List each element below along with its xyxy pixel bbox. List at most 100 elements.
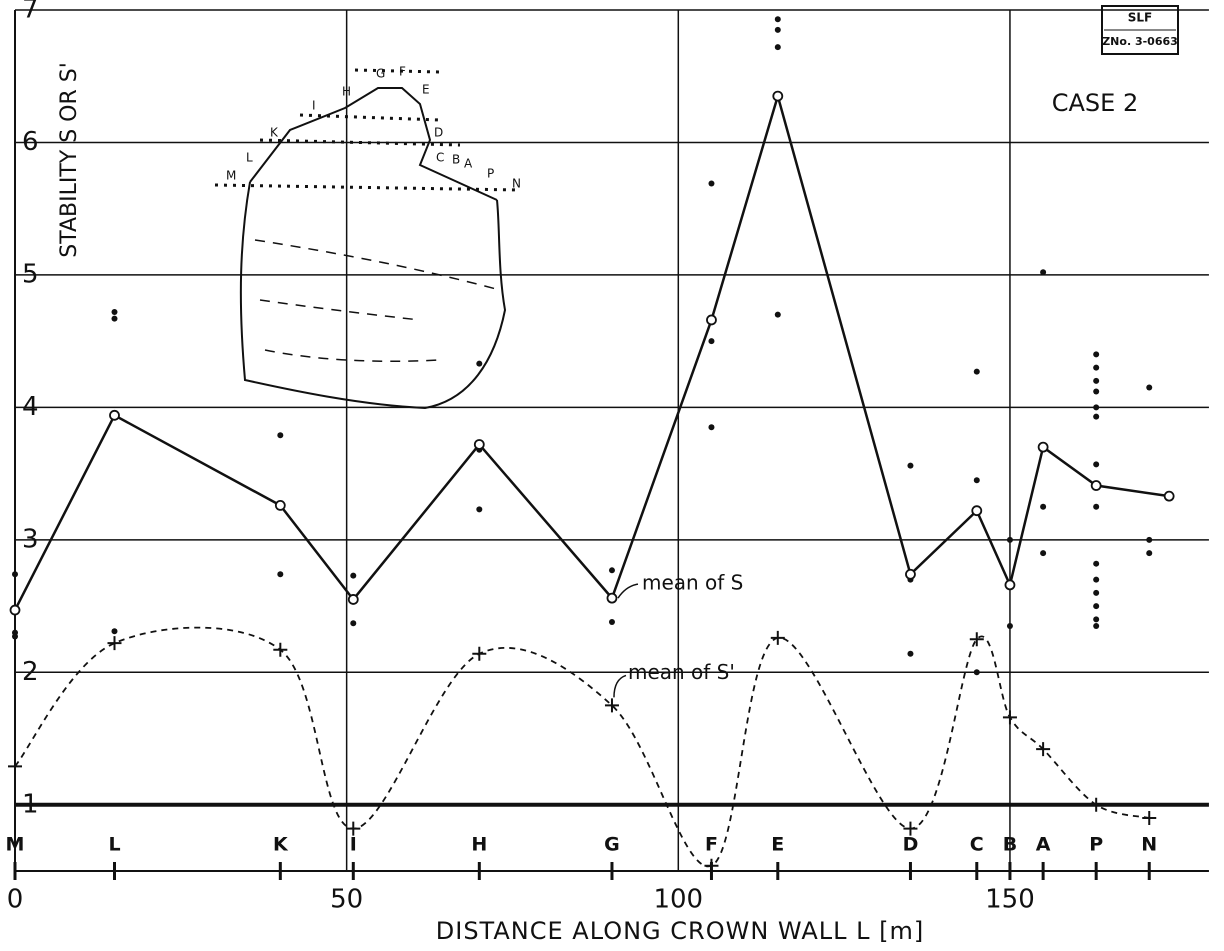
mean-s-prime-marker — [1002, 710, 1017, 725]
data-point — [1093, 364, 1100, 371]
data-point — [1093, 388, 1100, 395]
data-point — [1040, 550, 1047, 557]
data-point — [1040, 269, 1047, 276]
data-point — [111, 315, 118, 322]
mean-s-prime-marker — [273, 642, 288, 657]
data-point — [1093, 622, 1100, 629]
data-point — [973, 477, 980, 484]
stamp-text: SLF — [1128, 11, 1153, 25]
data-point — [708, 424, 715, 431]
mean-s-marker — [1037, 441, 1049, 453]
y-tick-label: 4 — [22, 392, 39, 422]
case-label: CASE 2 — [1052, 89, 1138, 117]
inset-label: M — [226, 169, 236, 183]
data-point — [774, 16, 781, 23]
mean-s-prime-marker — [107, 636, 122, 651]
data-point — [774, 44, 781, 51]
sketch-debris — [254, 239, 501, 362]
data-point — [476, 360, 483, 367]
data-point — [608, 618, 615, 625]
mean-s-marker — [1163, 490, 1175, 502]
mean-s-marker — [473, 439, 485, 450]
mean-s-marker — [971, 505, 983, 517]
inset-label: K — [270, 126, 279, 140]
x-tick-label: 150 — [985, 885, 1035, 915]
mean-s-marker — [772, 90, 784, 102]
mean-s-marker — [1090, 480, 1102, 491]
station-label: K — [273, 834, 289, 856]
mean-s-marker — [606, 592, 618, 604]
mean-s-prime-marker — [770, 630, 785, 645]
annotation-leader — [613, 674, 627, 698]
sketch-layers — [214, 68, 521, 192]
data-point — [1093, 413, 1100, 420]
data-point — [350, 572, 357, 579]
data-point — [907, 650, 914, 657]
y-tick-label: 3 — [22, 524, 39, 554]
data-point — [111, 628, 118, 635]
data-point — [1093, 589, 1100, 596]
inset-label: E — [422, 83, 430, 97]
station-label: F — [705, 834, 718, 856]
data-point — [476, 506, 483, 513]
mean-s-marker — [905, 568, 916, 580]
station-label: D — [903, 834, 919, 856]
annotation-leader — [617, 583, 639, 599]
inset-label: A — [464, 157, 473, 171]
mean-s-marker — [706, 314, 717, 326]
mean-s-prime-marker — [903, 821, 918, 836]
data-point — [1093, 404, 1100, 411]
station-label: C — [970, 834, 984, 856]
inset-label: P — [487, 167, 494, 181]
data-point — [774, 311, 781, 318]
mean-s-prime-marker — [969, 632, 984, 647]
station-label: N — [1141, 834, 1157, 856]
mean-s-marker — [9, 604, 21, 616]
y-tick-label: 1 — [22, 789, 39, 819]
station-label: B — [1003, 834, 1017, 856]
data-point — [1146, 384, 1153, 391]
mean-s-marker — [1004, 579, 1016, 591]
sketch-outline — [239, 181, 507, 410]
data-point — [708, 338, 715, 345]
mean-s-prime-marker — [8, 759, 22, 774]
data-point — [277, 571, 284, 578]
mean-s-prime-marker — [1142, 811, 1157, 826]
y-tick-label: 6 — [22, 127, 39, 157]
station-label: L — [108, 834, 120, 856]
data-point — [1006, 536, 1013, 543]
mean-s-prime-marker — [1036, 742, 1051, 757]
data-point — [1040, 503, 1047, 510]
data-point — [1093, 377, 1100, 384]
mean-s-prime-marker — [346, 821, 361, 836]
x-tick-label: 100 — [653, 885, 703, 915]
y-tick-label: 5 — [22, 259, 39, 289]
inset-label: F — [399, 65, 406, 79]
inset-label: D — [434, 126, 443, 140]
mean-s-marker — [347, 594, 359, 605]
x-tick-label: 0 — [7, 885, 24, 915]
stamp-text: ZNo. 3-0663 — [1102, 35, 1178, 48]
inset-label: I — [312, 99, 316, 113]
station-label: G — [604, 834, 620, 856]
data-point — [12, 633, 18, 640]
inset-sketch — [214, 68, 521, 410]
sketch-wall — [249, 87, 498, 201]
mean-s-prime-marker — [604, 698, 619, 713]
data-point — [973, 368, 980, 375]
inset-labels: G F E H I D K C B A P N L M — [226, 65, 521, 191]
mean-s-marker — [109, 409, 120, 421]
mean-s-prime-marker — [704, 858, 719, 873]
data-point — [277, 432, 284, 439]
mean-s-prime-marker — [1089, 797, 1104, 812]
annotation: mean of S' — [628, 660, 735, 684]
mean-s-marker — [274, 500, 286, 511]
data-point — [350, 620, 357, 627]
data-point — [1093, 503, 1100, 510]
station-label: M — [6, 834, 25, 856]
data-point — [973, 669, 980, 676]
data-point — [708, 180, 715, 187]
x-axis-label: DISTANCE ALONG CROWN WALL L [m] — [436, 917, 924, 945]
